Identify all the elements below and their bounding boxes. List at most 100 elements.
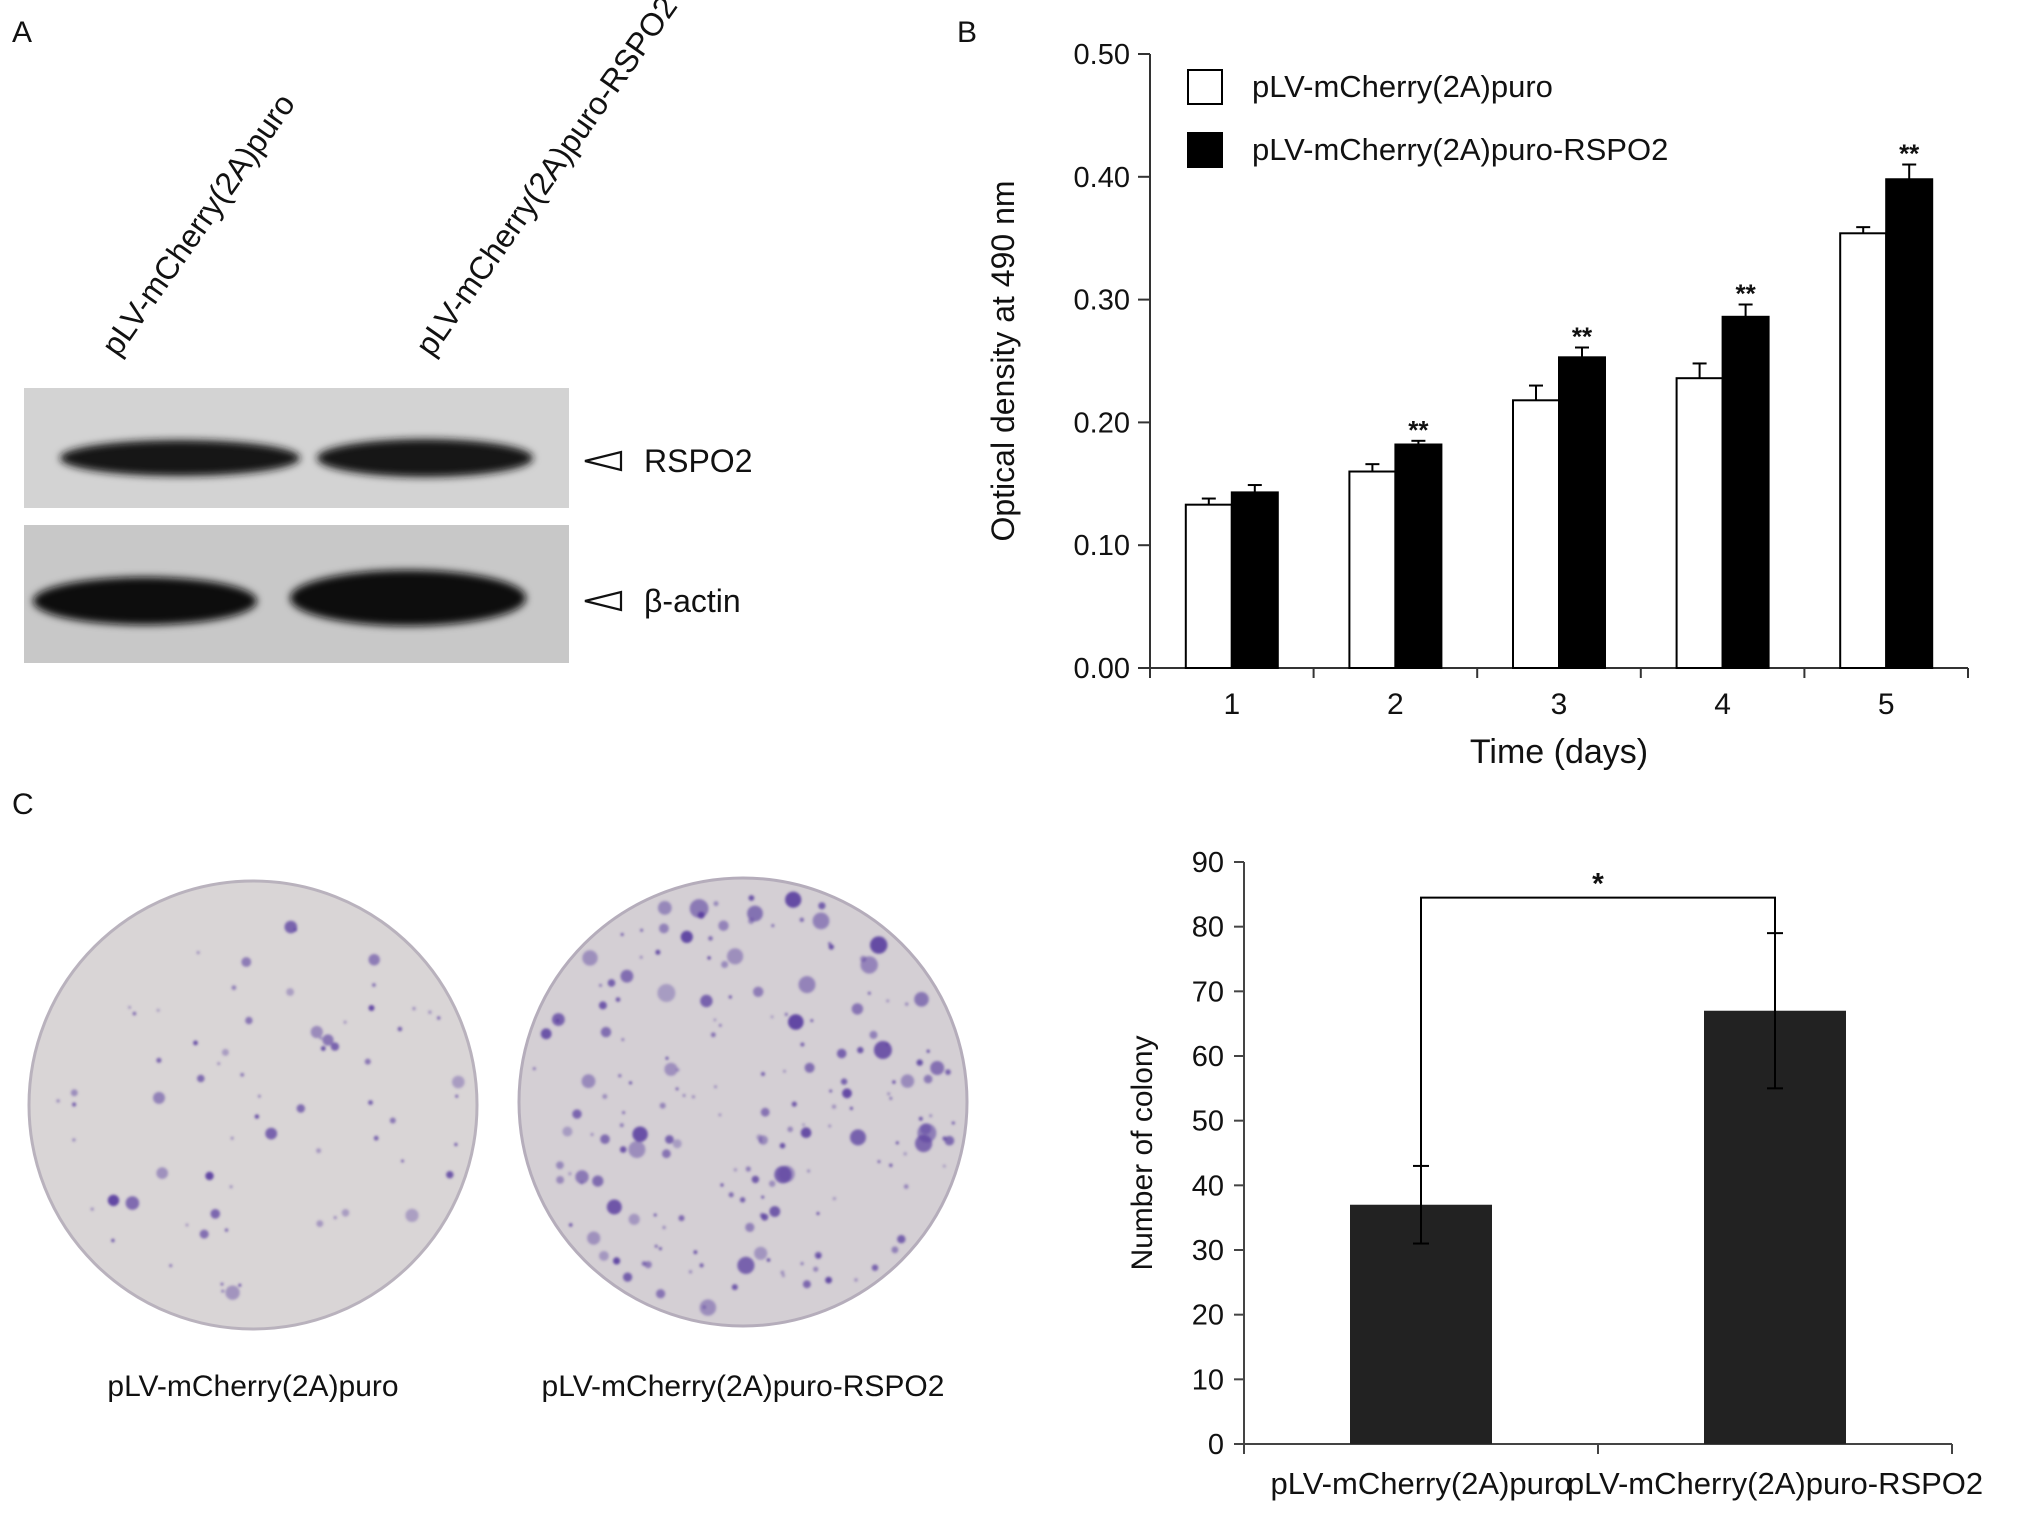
- y-axis-label: Optical density at 490 nm: [985, 180, 1021, 541]
- colony-dot: [944, 1135, 955, 1146]
- colony-dot: [623, 1272, 633, 1282]
- colony-dot: [665, 1056, 669, 1060]
- colony-dot: [787, 1126, 793, 1133]
- dish-control-plate: [29, 881, 477, 1329]
- colony-dot: [769, 1206, 781, 1217]
- colony-dot: [771, 924, 775, 928]
- colony-dot: [718, 1023, 722, 1027]
- colony-dot: [389, 1117, 396, 1124]
- colony-dot: [699, 1299, 717, 1316]
- colony-dot: [653, 1213, 657, 1217]
- colony-dot: [804, 1062, 815, 1073]
- colony-dot: [582, 950, 598, 966]
- colony-dot: [770, 1015, 774, 1019]
- colony-dot: [800, 1042, 805, 1047]
- colony-dot: [825, 1276, 832, 1284]
- colony-dot: [224, 1228, 229, 1232]
- colony-dot: [678, 1215, 685, 1222]
- colony-dot: [895, 1141, 899, 1145]
- colony-dot: [245, 1016, 253, 1025]
- colony-dot: [343, 1020, 347, 1024]
- colony-dot: [733, 1168, 738, 1172]
- colony-dot: [606, 1199, 622, 1215]
- colony-dot: [769, 1180, 776, 1187]
- colony-dot: [196, 951, 200, 955]
- colony-dot: [437, 1016, 441, 1020]
- colony-dot: [156, 1057, 162, 1063]
- colony-dot: [850, 1129, 866, 1146]
- colony-dot: [455, 1094, 459, 1098]
- colony-dot: [676, 1068, 680, 1072]
- colony-dot: [915, 1134, 933, 1153]
- dish-control-rim: [27, 879, 479, 1331]
- colony-dot: [840, 1078, 848, 1085]
- dish-label-rspo2: pLV-mCherry(2A)puro-RSPO2: [542, 1370, 945, 1403]
- panel-b: B 0.00 0.10 0.20 0.30 0.40 0.50 1 2 3 4 5 ** ** ** ** T…: [957, 16, 1969, 771]
- dish-rspo2-rim: [517, 876, 969, 1328]
- significance-mark: *: [1592, 868, 1604, 901]
- colony-dot: [951, 1121, 955, 1125]
- colony-dot: [728, 995, 732, 999]
- x-axis-label: Time (days): [1470, 733, 1648, 771]
- colony-dot: [832, 1196, 837, 1201]
- y-tick-label: 0.50: [1074, 39, 1130, 71]
- colony-dot: [613, 1257, 621, 1265]
- colony-dot: [599, 1251, 609, 1261]
- colony-dot: [333, 1216, 337, 1220]
- colony-dot: [641, 1261, 647, 1266]
- colony-dot: [842, 1088, 852, 1099]
- colony-dot: [713, 901, 719, 907]
- colony-dot: [221, 1048, 229, 1056]
- colony-dot: [774, 1166, 792, 1184]
- od-chart: 0.00 0.10 0.20 0.30 0.40 0.50 1 2 3 4 5 ** ** ** ** Tim…: [985, 39, 1969, 771]
- colony-dot: [760, 1107, 770, 1117]
- colony-dot: [739, 1197, 746, 1203]
- colony-dot: [364, 1058, 371, 1065]
- colony-dot: [905, 1002, 909, 1006]
- blot-actin: [24, 525, 569, 663]
- bar-series1: [1839, 232, 1888, 669]
- colony-dot: [629, 1081, 632, 1085]
- lane-label-control: pLV-mCherry(2A)puro: [94, 87, 302, 362]
- bar-series2: [1558, 356, 1606, 669]
- colony-dot: [240, 1072, 245, 1077]
- band-label-actin: β-actin: [644, 583, 741, 619]
- x-tick-label: pLV-mCherry(2A)puro-RSPO2: [1567, 1466, 1983, 1501]
- colony-dot: [930, 1061, 945, 1075]
- y-tick-label: 70: [1192, 976, 1224, 1008]
- band-pointer-actin-icon: [584, 590, 623, 612]
- x-tick-label: 3: [1551, 688, 1568, 721]
- colony-dot: [572, 1109, 582, 1119]
- colony-dot: [918, 1116, 923, 1121]
- colony-dot: [672, 1139, 682, 1149]
- colony-dot: [454, 1142, 458, 1147]
- colony-dot: [836, 1048, 847, 1059]
- colony-dot: [662, 1149, 671, 1159]
- lane-label-rspo2: pLV-mCherry(2A)puro-RSPO2: [408, 0, 684, 362]
- colony-dot: [818, 902, 826, 910]
- colony-dot: [231, 985, 237, 991]
- colony-dot: [199, 1229, 209, 1239]
- colony-dot: [664, 1062, 678, 1076]
- colony-dot: [587, 1231, 601, 1245]
- colony-dot: [72, 1138, 76, 1142]
- colony-dot: [860, 955, 867, 963]
- x-tick-label: 1: [1223, 688, 1240, 721]
- colony-dot: [217, 1062, 221, 1066]
- colony-dot: [169, 1264, 173, 1268]
- colony-dot: [229, 1185, 233, 1189]
- colony-dot: [562, 1126, 573, 1137]
- colony-dot: [286, 988, 294, 996]
- colony-dot: [727, 948, 744, 965]
- colony-dot: [153, 1091, 165, 1104]
- colony-dot: [225, 1285, 240, 1300]
- colony-dot: [887, 1092, 891, 1096]
- colony-dot: [230, 1136, 234, 1140]
- colony-dot: [758, 1135, 768, 1145]
- colony-dot: [816, 1212, 820, 1215]
- colony-dot: [659, 923, 669, 934]
- colony-dot: [828, 1124, 832, 1128]
- colony-dot: [680, 930, 693, 944]
- colony-dot: [257, 1094, 261, 1098]
